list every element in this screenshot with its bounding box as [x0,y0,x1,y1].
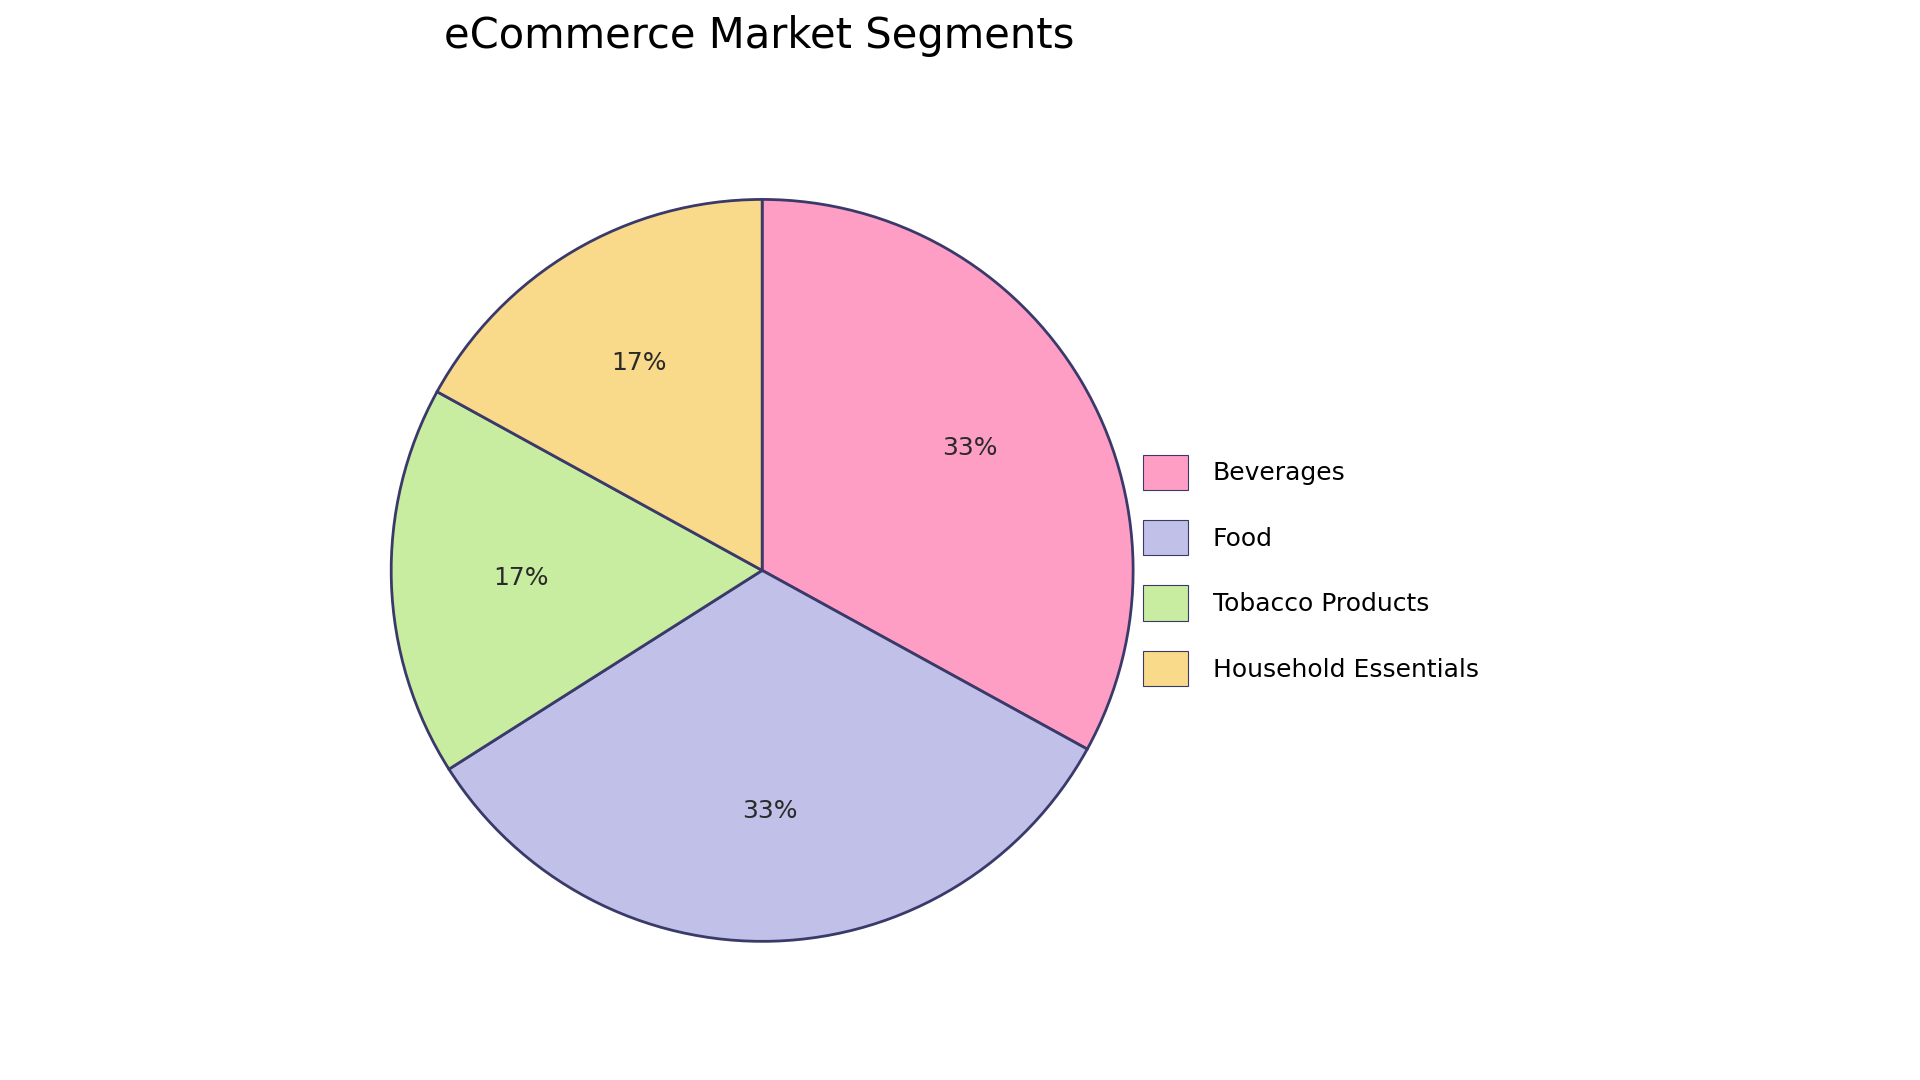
Wedge shape [438,200,762,570]
Wedge shape [392,392,762,769]
Text: 33%: 33% [741,799,797,823]
Text: 17%: 17% [493,566,549,590]
Text: 33%: 33% [943,435,998,460]
Wedge shape [449,570,1087,942]
Text: 17%: 17% [612,351,666,375]
Legend: Beverages, Food, Tobacco Products, Household Essentials: Beverages, Food, Tobacco Products, House… [1133,445,1488,697]
Title: eCommerce Market Segments: eCommerce Market Segments [445,15,1075,57]
Wedge shape [762,200,1133,750]
